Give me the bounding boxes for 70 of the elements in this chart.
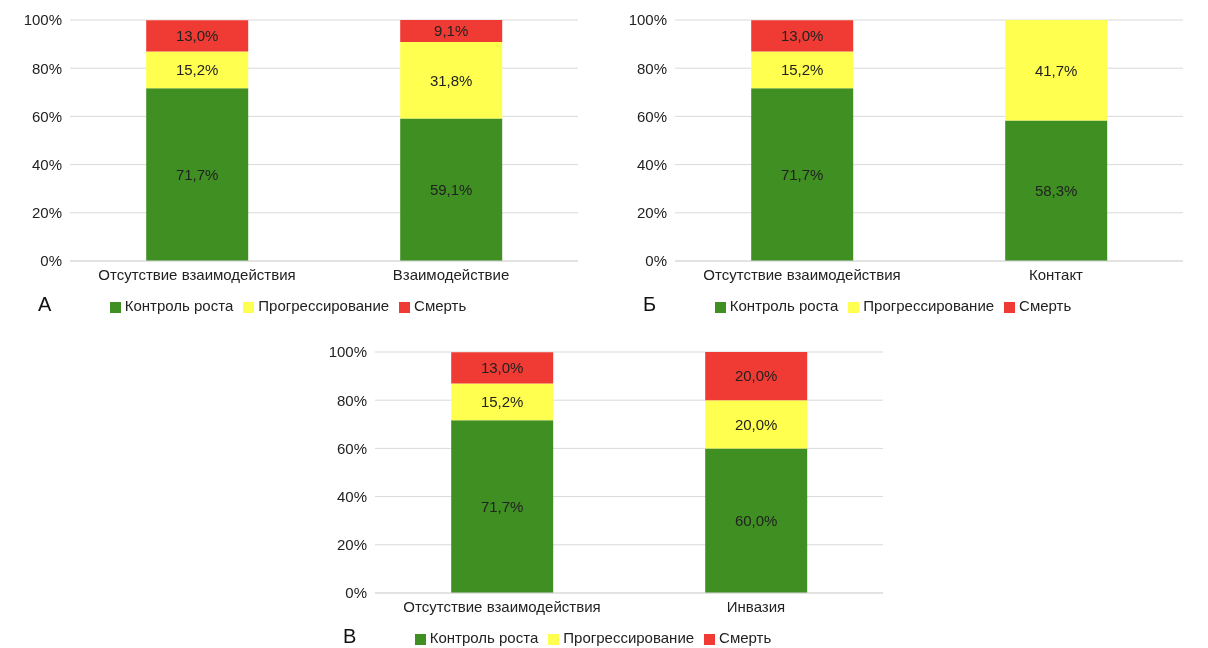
data-label: 71,7% <box>780 165 824 183</box>
y-tick-label: 0% <box>345 584 367 602</box>
data-label: 13,0% <box>780 27 824 45</box>
y-tick-label: 0% <box>645 252 667 270</box>
data-label: 13,0% <box>175 27 219 45</box>
bar <box>705 352 808 401</box>
legend-label: Смерть <box>719 629 772 646</box>
legend-label: Контроль роста <box>429 629 539 646</box>
x-tick-label: Контакт <box>1028 265 1084 283</box>
data-label: 15,2% <box>480 393 524 411</box>
data-label: 20,0% <box>734 415 778 433</box>
y-tick-label: 20% <box>636 204 667 222</box>
data-label: 31,8% <box>429 71 473 89</box>
bar <box>751 88 854 261</box>
legend-label: Смерть <box>414 297 467 314</box>
bar <box>146 88 249 261</box>
y-tick-label: 100% <box>23 11 62 29</box>
text: А <box>38 293 52 316</box>
y-tick-label: 40% <box>336 487 367 505</box>
data-label: 71,7% <box>480 497 524 515</box>
legend-label: Смерть <box>1019 297 1072 314</box>
y-tick-label: 80% <box>336 391 367 409</box>
legend-label: Прогрессирование <box>863 297 995 314</box>
data-label: 13,0% <box>480 359 524 377</box>
bar <box>705 400 808 449</box>
y-tick-label: 60% <box>636 107 667 125</box>
y-tick-label: 40% <box>636 155 667 173</box>
x-tick-label: Отсутствие взаимодействия <box>98 265 296 283</box>
bar <box>400 20 503 42</box>
legend-label: Прогрессирование <box>563 629 695 646</box>
bar <box>705 448 808 593</box>
bar <box>400 41 503 119</box>
legend-label: Контроль роста <box>124 297 234 314</box>
x-tick-label: Инвазия <box>726 597 786 615</box>
bar <box>451 383 554 421</box>
data-label: 59,1% <box>429 181 473 199</box>
text: В <box>343 625 357 648</box>
data-label: 58,3% <box>1034 182 1078 200</box>
y-tick-label: 100% <box>628 11 667 29</box>
bar <box>751 51 854 89</box>
bar <box>1005 20 1108 121</box>
y-tick-label: 20% <box>31 204 62 222</box>
text: Б <box>643 293 657 316</box>
y-tick-label: 80% <box>636 59 667 77</box>
y-tick-label: 100% <box>328 343 367 361</box>
data-label: 15,2% <box>780 61 824 79</box>
bar <box>146 20 249 52</box>
data-label: 20,0% <box>734 367 778 385</box>
x-tick-label: Взаимодействие <box>392 265 510 283</box>
data-label: 9,1% <box>434 22 469 40</box>
y-tick-label: 60% <box>31 107 62 125</box>
legend-label: Прогрессирование <box>258 297 390 314</box>
y-tick-label: 0% <box>40 252 62 270</box>
y-tick-label: 60% <box>336 439 367 457</box>
y-tick-label: 20% <box>336 536 367 554</box>
x-tick-label: Отсутствие взаимодействия <box>703 265 901 283</box>
data-label: 71,7% <box>175 165 219 183</box>
y-tick-label: 80% <box>31 59 62 77</box>
bar <box>1005 120 1108 261</box>
bar <box>146 51 249 89</box>
data-label: 41,7% <box>1034 61 1078 79</box>
legend-label: Контроль роста <box>729 297 839 314</box>
x-tick-label: Отсутствие взаимодействия <box>403 597 601 615</box>
data-label: 15,2% <box>175 61 219 79</box>
bar <box>751 20 854 52</box>
data-label: 60,0% <box>734 512 778 530</box>
bar <box>451 352 554 384</box>
bar <box>451 420 554 593</box>
bar <box>400 118 503 261</box>
y-tick-label: 40% <box>31 155 62 173</box>
